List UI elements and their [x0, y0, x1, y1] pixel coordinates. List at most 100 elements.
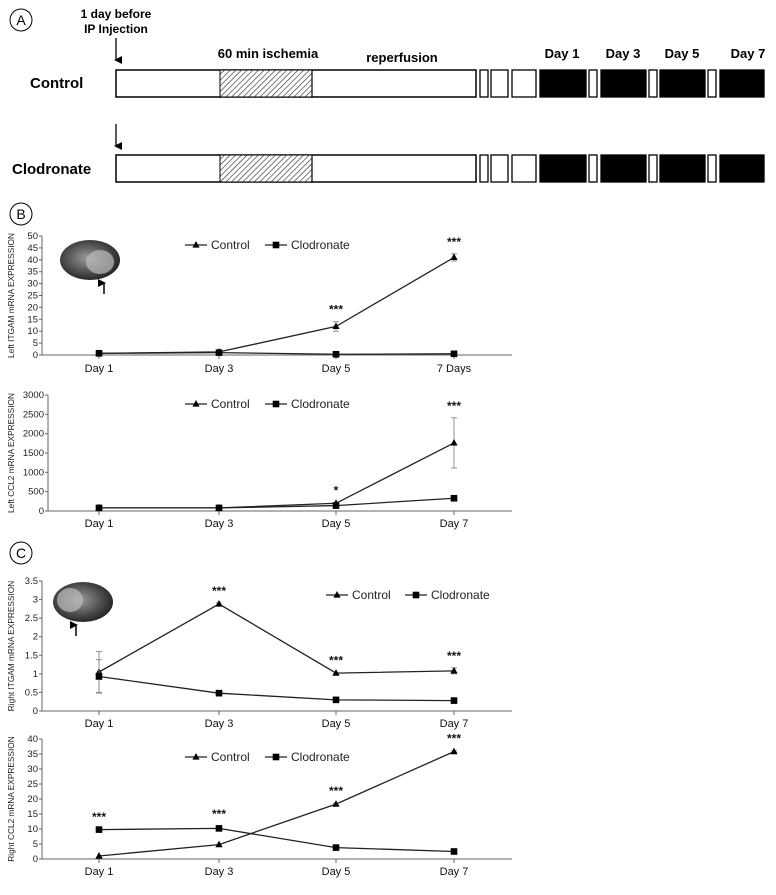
- significance-mark: ***: [329, 303, 343, 317]
- triangle-marker: [95, 852, 103, 859]
- significance-mark: ***: [212, 584, 226, 598]
- y-axis-label: Right CCL2 mRNA EXPRESSION: [6, 736, 16, 861]
- day-label-3: Day 3: [606, 46, 641, 61]
- series-line: [98, 827, 455, 853]
- brain-image-left: [60, 240, 120, 294]
- triangle-marker: [450, 666, 458, 674]
- triangle-marker: [332, 800, 340, 807]
- y-axis-label: Left CCL2 mRNA EXPRESSION: [6, 393, 16, 513]
- significance-mark: ***: [92, 810, 106, 824]
- y-tick-label: 2000: [23, 429, 44, 440]
- square-marker: [272, 400, 280, 408]
- x-tick-label: Day 3: [205, 363, 234, 375]
- significance-mark: ***: [447, 732, 461, 746]
- triangle-marker: [192, 753, 200, 760]
- square-marker: [332, 696, 340, 704]
- y-tick-label: 1000: [23, 467, 44, 478]
- y-tick-label: 500: [28, 487, 44, 498]
- square-marker: [412, 591, 420, 599]
- square-marker: [95, 673, 103, 680]
- triangle-marker: [192, 241, 200, 248]
- day-block: [600, 69, 647, 98]
- y-tick-label: 20: [27, 794, 38, 805]
- legend: Control Clodronate: [326, 588, 490, 602]
- ischemia-label: 60 min ischemia: [218, 46, 319, 61]
- legend-label: Control: [352, 588, 391, 602]
- triangle-marker: [450, 438, 458, 446]
- significance-mark: ***: [447, 399, 461, 413]
- day-block: [539, 154, 587, 183]
- y-tick-label: 40: [27, 734, 38, 745]
- interval-block: [479, 154, 489, 183]
- day-label-7: Day 7: [731, 46, 766, 61]
- x-tick-label: Day 3: [205, 518, 234, 530]
- y-tick-label: 35: [27, 749, 38, 760]
- y-axis-label: Left ITGAM mRNA EXPRESSION: [6, 233, 16, 358]
- series-line: [98, 751, 455, 857]
- series-clodronate: [95, 349, 458, 358]
- timeline-control: [115, 69, 765, 98]
- legend-label: Control: [211, 397, 250, 411]
- interval-block: [490, 154, 509, 183]
- square-marker: [450, 350, 458, 358]
- panel-b-label: B: [16, 206, 25, 222]
- day-block: [659, 154, 706, 183]
- y-tick-label: 2500: [23, 409, 44, 420]
- panel-c-label: C: [16, 545, 26, 561]
- x-tick-label: Day 3: [205, 718, 234, 730]
- interval-block: [588, 69, 598, 98]
- panel-b: B: [9, 202, 120, 294]
- square-marker: [450, 494, 458, 502]
- triangle-marker: [333, 591, 341, 598]
- y-tick-label: 5: [33, 338, 38, 349]
- y-tick-label: 1: [33, 669, 38, 680]
- x-tick-label: Day 3: [205, 866, 234, 878]
- triangle-marker: [332, 322, 340, 330]
- legend-label: Clodronate: [291, 750, 350, 764]
- y-tick-label: 30: [27, 764, 38, 775]
- interval-block: [479, 69, 489, 98]
- y-tick-label: 0: [33, 854, 38, 865]
- interval-block: [707, 154, 717, 183]
- y-tick-label: 1.5: [25, 650, 38, 661]
- square-marker: [95, 504, 103, 512]
- square-marker: [95, 350, 103, 357]
- x-tick-label: Day 1: [85, 866, 114, 878]
- significance-mark: ***: [329, 784, 343, 798]
- triangle-marker: [215, 600, 223, 607]
- square-marker: [272, 753, 280, 761]
- legend-label: Control: [211, 750, 250, 764]
- square-marker: [450, 697, 458, 704]
- interval-block: [588, 154, 598, 183]
- triangle-marker: [215, 840, 223, 848]
- series-line: [99, 497, 455, 509]
- series-clodronate: [95, 825, 458, 855]
- day-block: [719, 69, 765, 98]
- interval-block: [511, 154, 537, 183]
- brain-image-right: [53, 582, 113, 636]
- day-block: [719, 154, 765, 183]
- significance-mark: ***: [447, 649, 461, 663]
- day-block: [659, 69, 706, 98]
- y-tick-label: 25: [27, 291, 38, 302]
- panel-b-badge: [9, 202, 33, 226]
- x-tick-label: Day 7: [440, 866, 469, 878]
- square-marker: [215, 504, 223, 512]
- y-tick-label: 20: [27, 302, 38, 313]
- interval-block: [648, 154, 658, 183]
- legend-label: Control: [211, 238, 250, 252]
- timeline-clodronate: [115, 154, 765, 183]
- square-marker: [215, 349, 223, 356]
- x-tick-label: Day 1: [85, 518, 114, 530]
- significance-mark: ***: [447, 235, 461, 249]
- chart-3: 0 0.5 1 1.5 2 2.5 3 3.5 Day 1 Day 3 Day 5 Day 7 Righ…: [6, 576, 512, 730]
- reperfusion-label: reperfusion: [366, 50, 438, 65]
- series-control: [95, 600, 458, 693]
- y-tick-label: 0: [33, 706, 38, 717]
- day-block: [539, 69, 587, 98]
- injection-label-line1: 1 day before: [81, 7, 152, 21]
- x-tick-label: Day 5: [322, 363, 351, 375]
- x-tick-label: Day 1: [85, 363, 114, 375]
